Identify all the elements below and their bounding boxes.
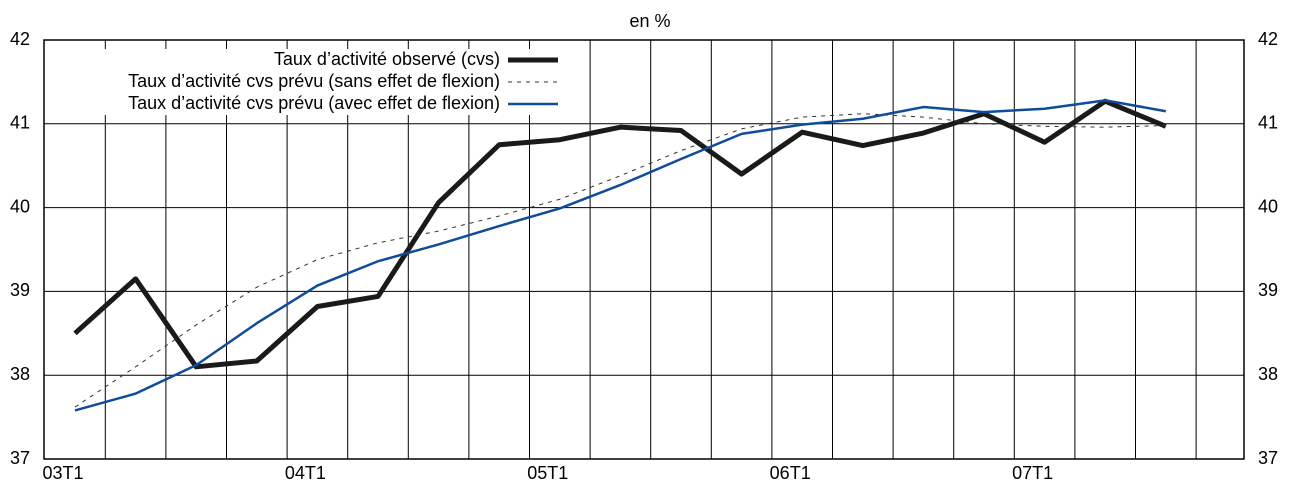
series-line	[73, 98, 1167, 370]
y-tick-label-right: 42	[1258, 29, 1278, 49]
legend-label: Taux d’activité cvs prévu (avec effet de…	[128, 93, 500, 113]
series-line	[74, 99, 1167, 412]
y-tick-label-right: 41	[1258, 113, 1278, 133]
series-line	[74, 113, 1166, 408]
y-tick-label: 39	[10, 280, 30, 300]
y-tick-label: 38	[10, 364, 30, 384]
x-tick-label: 06T1	[770, 463, 811, 483]
legend-bg	[52, 93, 567, 115]
x-tick-label: 03T1	[42, 463, 83, 483]
x-tick-label: 04T1	[285, 463, 326, 483]
y-tick-label-right: 39	[1258, 280, 1278, 300]
legend-label: Taux d’activité observé (cvs)	[274, 49, 500, 69]
y-tick-label-right: 40	[1258, 196, 1278, 216]
y-tick-label: 40	[10, 196, 30, 216]
legend-bg	[52, 71, 567, 93]
plot-frame	[43, 39, 1245, 460]
x-tick-label: 07T1	[1012, 463, 1053, 483]
chart-title: en %	[629, 11, 670, 31]
y-tick-label-right: 38	[1258, 364, 1278, 384]
legend-bg	[52, 49, 567, 71]
legend-label: Taux d’activité cvs prévu (sans effet de…	[128, 71, 500, 91]
y-tick-label: 37	[10, 448, 30, 468]
y-tick-label: 41	[10, 113, 30, 133]
y-tick-label: 42	[10, 29, 30, 49]
x-tick-label: 05T1	[527, 463, 568, 483]
y-tick-label-right: 37	[1258, 448, 1278, 468]
